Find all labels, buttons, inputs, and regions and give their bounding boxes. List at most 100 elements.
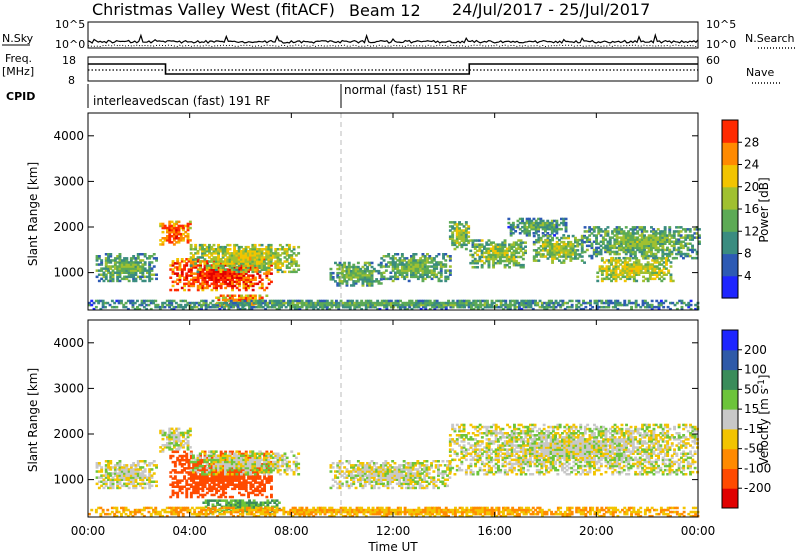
echo-cell [97, 255, 101, 258]
echo-cell [604, 238, 608, 241]
echo-cell [575, 305, 579, 309]
echo-cell [99, 299, 103, 303]
echo-cell [558, 259, 561, 262]
echo-cell [129, 267, 133, 270]
echo-cell [194, 258, 198, 261]
echo-cell [253, 262, 257, 265]
echo-cell [125, 261, 129, 264]
echo-cell [451, 227, 455, 230]
echo-cell [226, 276, 230, 279]
echo-cell [244, 252, 248, 255]
echo-cell [391, 269, 395, 272]
echo-cell [263, 258, 266, 261]
echo-cell [677, 238, 681, 241]
echo-cell [118, 460, 122, 463]
echo-cell [677, 232, 681, 235]
echo-cell [254, 493, 257, 497]
echo-cell [159, 446, 163, 449]
echo-cell [182, 439, 185, 443]
echo-cell [396, 265, 400, 268]
echo-cell [116, 271, 120, 274]
echo-cell [558, 249, 561, 252]
echo-cell [329, 276, 333, 279]
echo-cell [152, 301, 155, 305]
echo-cell [208, 450, 211, 453]
echo-cell [208, 278, 212, 281]
echo-cell [653, 265, 657, 268]
echo-cell [615, 234, 619, 237]
echo-cell [387, 253, 391, 256]
echo-cell [244, 270, 248, 274]
echo-cell [248, 307, 251, 311]
echo-cell [548, 223, 552, 227]
echo-cell [249, 481, 253, 484]
echo-cell [643, 236, 646, 239]
echo-cell [287, 303, 290, 307]
echo-cell [627, 246, 630, 250]
echo-cell [260, 489, 264, 493]
echo-cell [109, 472, 113, 475]
echo-cell [263, 487, 266, 491]
echo-cell [620, 246, 624, 250]
echo-cell [622, 236, 626, 239]
echo-cell [405, 273, 409, 276]
echo-cell [168, 448, 172, 451]
echo-cell [182, 237, 185, 240]
echo-cell [487, 259, 491, 263]
echo-cell [662, 273, 666, 276]
echo-cell [532, 240, 536, 244]
echo-cell [123, 259, 126, 262]
echo-cell [518, 221, 522, 225]
echo-cell [177, 241, 181, 244]
echo-cell [118, 263, 122, 266]
echo-cell [564, 217, 568, 221]
echo-cell [580, 245, 584, 248]
echo-cell [177, 431, 181, 435]
echo-cell [355, 303, 359, 307]
echo-cell [356, 265, 360, 269]
echo-cell [551, 238, 554, 242]
echo-cell [221, 266, 225, 269]
echo-cell [175, 235, 179, 238]
echo-cell [129, 265, 133, 268]
echo-cell [136, 255, 140, 258]
echo-cell [170, 307, 174, 311]
echo-cell [472, 307, 476, 311]
echo-cell [118, 255, 122, 258]
echo-cell [544, 238, 548, 242]
echo-cell [553, 223, 556, 227]
echo-cell [155, 273, 158, 276]
echo-cell [644, 271, 648, 274]
echo-cell [435, 261, 439, 264]
echo-cell [673, 303, 677, 307]
echo-cell [224, 456, 227, 460]
echo-cell [376, 303, 380, 307]
echo-cell [186, 228, 190, 232]
echo-cell [187, 483, 191, 486]
echo-cell [640, 250, 644, 254]
echo-cell [204, 299, 208, 303]
echo-cell [435, 299, 439, 303]
echo-cell [201, 256, 204, 259]
echo-cell [186, 431, 190, 435]
echo-cell [129, 261, 133, 264]
echo-cell [97, 476, 101, 479]
echo-cell [233, 298, 237, 302]
echo-cell [551, 245, 554, 248]
echo-cell [487, 247, 491, 250]
echo-cell [248, 303, 251, 307]
echo-cell [124, 305, 128, 309]
echo-cell [668, 252, 672, 256]
echo-cell [668, 240, 672, 243]
echo-cell [604, 248, 608, 252]
echo-cell [309, 301, 313, 305]
echo-cell [530, 227, 534, 231]
echo-cell [194, 266, 198, 269]
echo-cell [345, 282, 349, 285]
echo-cell [661, 238, 665, 241]
echo-cell [523, 221, 527, 225]
echo-cell [274, 262, 278, 265]
echo-cell [617, 226, 621, 229]
echo-cell [202, 299, 206, 303]
echo-cell [465, 303, 469, 307]
